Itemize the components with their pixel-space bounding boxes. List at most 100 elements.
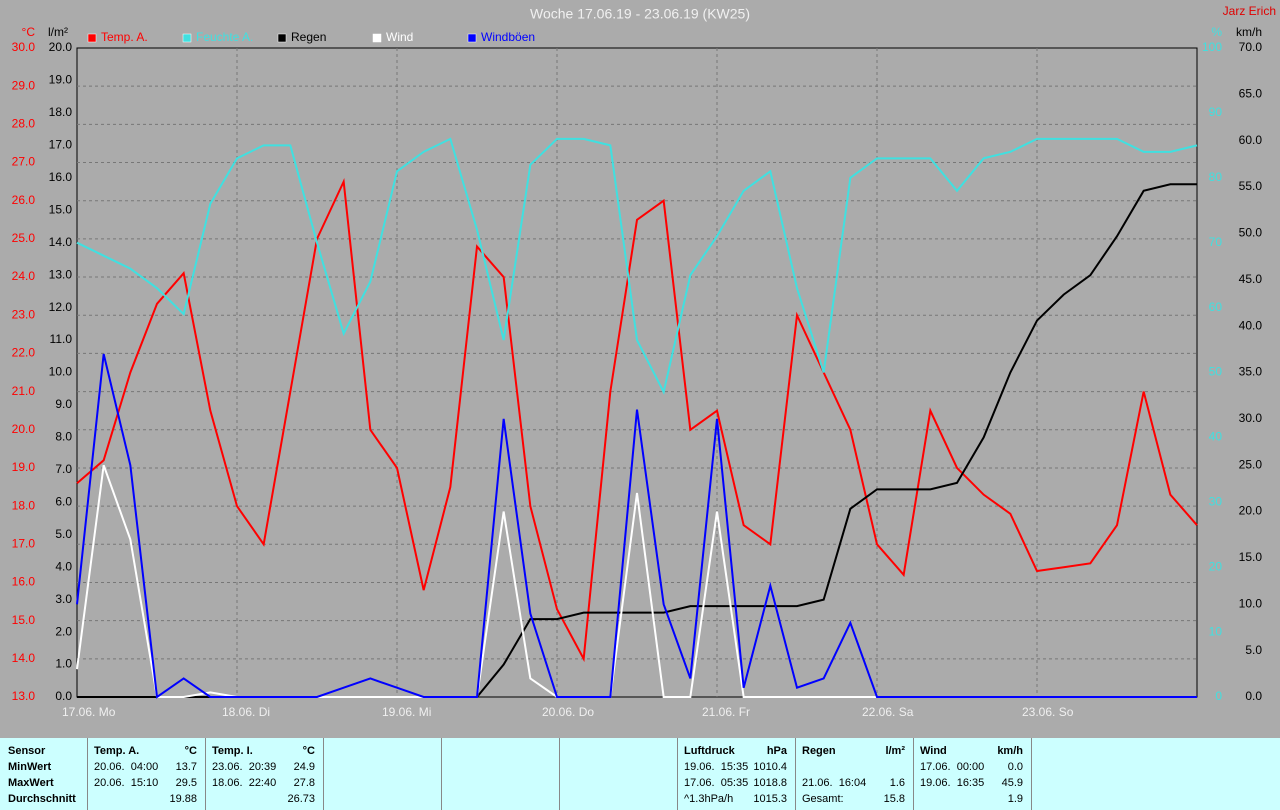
y-tick-label: 15.0 bbox=[49, 202, 73, 216]
y-tick-label: 5.0 bbox=[55, 527, 72, 541]
cell-value: 1.6 bbox=[889, 777, 905, 789]
cell-time: 20.06. 04:00 bbox=[94, 761, 159, 773]
axis-unit: l/m² bbox=[48, 25, 68, 39]
cell-value: 45.9 bbox=[1001, 777, 1023, 789]
legend-swatch bbox=[277, 33, 287, 43]
legend-label: Regen bbox=[291, 30, 326, 44]
group-name: Wind bbox=[920, 745, 947, 757]
table-separator bbox=[913, 738, 914, 810]
y-tick-label: 35.0 bbox=[1239, 365, 1263, 379]
x-tick-label: 20.06. Do bbox=[542, 705, 594, 719]
table-separator bbox=[87, 738, 88, 810]
row-label: Durchschnitt bbox=[8, 793, 76, 805]
cell-value: 1018.8 bbox=[753, 777, 787, 789]
series-line bbox=[76, 137, 1198, 395]
x-tick-label: 22.06. Sa bbox=[862, 705, 914, 719]
y-tick-label: 7.0 bbox=[55, 462, 72, 476]
y-tick-label: 14.0 bbox=[49, 235, 73, 249]
cell-value: 13.7 bbox=[175, 761, 197, 773]
y-tick-label: 0.0 bbox=[1245, 689, 1262, 703]
y-tick-label: 8.0 bbox=[55, 430, 72, 444]
cell-time: 17.06. 05:35 bbox=[684, 777, 749, 789]
table-separator bbox=[1031, 738, 1032, 810]
cell-value: 15.8 bbox=[883, 793, 905, 805]
table-separator bbox=[323, 738, 324, 810]
cell-value: 1015.3 bbox=[753, 793, 787, 805]
y-tick-label: 6.0 bbox=[55, 494, 72, 508]
cell-time: 17.06. 00:00 bbox=[920, 761, 985, 773]
table-separator bbox=[677, 738, 678, 810]
y-tick-label: 70 bbox=[1209, 235, 1223, 249]
group-name: Temp. I. bbox=[212, 745, 253, 757]
chart-title: Woche 17.06.19 - 23.06.19 (KW25) bbox=[530, 6, 750, 22]
y-tick-label: 60.0 bbox=[1239, 133, 1263, 147]
y-tick-label: 80 bbox=[1209, 170, 1223, 184]
cell-time: 21.06. 16:04 bbox=[802, 777, 867, 789]
x-tick-label: 18.06. Di bbox=[222, 705, 270, 719]
y-tick-label: 3.0 bbox=[55, 592, 72, 606]
cell-time: ^1.3hPa/h bbox=[684, 793, 734, 805]
y-tick-label: 10 bbox=[1209, 624, 1223, 638]
cell-time: 23.06. 20:39 bbox=[212, 761, 277, 773]
group-unit: °C bbox=[302, 745, 315, 757]
y-tick-label: 12.0 bbox=[49, 300, 73, 314]
axis-unit: °C bbox=[22, 25, 36, 39]
axis-unit: % bbox=[1211, 25, 1222, 39]
cell-value: 24.9 bbox=[293, 761, 315, 773]
y-tick-label: 50 bbox=[1209, 365, 1223, 379]
y-tick-label: 90 bbox=[1209, 105, 1223, 119]
y-tick-label: 15.0 bbox=[1239, 550, 1263, 564]
group-unit: l/m² bbox=[885, 745, 905, 757]
y-tick-label: 18.0 bbox=[49, 105, 73, 119]
cell-value: 27.8 bbox=[293, 777, 315, 789]
y-tick-label: 65.0 bbox=[1239, 87, 1263, 101]
table-corner: Sensor bbox=[8, 745, 46, 757]
y-tick-label: 70.0 bbox=[1239, 40, 1263, 54]
y-tick-label: 20.0 bbox=[12, 422, 36, 436]
y-tick-label: 19.0 bbox=[12, 460, 36, 474]
group-name: Temp. A. bbox=[94, 745, 140, 757]
y-tick-label: 30.0 bbox=[12, 40, 36, 54]
y-tick-label: 10.0 bbox=[49, 365, 73, 379]
stats-table: Sensor MinWert MaxWert Durchschnitt Temp. A.… bbox=[0, 738, 1280, 810]
legend-swatch bbox=[467, 33, 477, 43]
group-name: Luftdruck bbox=[684, 745, 735, 757]
cell-value: 1.9 bbox=[1007, 793, 1023, 805]
table-separator bbox=[205, 738, 206, 810]
y-tick-label: 13.0 bbox=[49, 267, 73, 281]
y-tick-label: 17.0 bbox=[12, 536, 36, 550]
y-tick-label: 20.0 bbox=[1239, 504, 1263, 518]
axis-unit: km/h bbox=[1236, 25, 1262, 39]
row-label: MinWert bbox=[8, 761, 52, 773]
series-line bbox=[76, 353, 1197, 699]
y-tick-label: 11.0 bbox=[50, 332, 73, 346]
y-tick-label: 50.0 bbox=[1239, 226, 1263, 240]
group-unit: hPa bbox=[766, 745, 787, 757]
cell-time: 19.06. 15:35 bbox=[684, 761, 749, 773]
y-tick-label: 0.0 bbox=[55, 689, 72, 703]
y-tick-label: 28.0 bbox=[12, 117, 36, 131]
y-tick-label: 100 bbox=[1202, 40, 1222, 54]
y-tick-label: 27.0 bbox=[12, 155, 36, 169]
cell-value: 26.73 bbox=[287, 793, 315, 805]
legend-swatch bbox=[182, 33, 192, 43]
cell-time: Gesamt: bbox=[802, 793, 844, 805]
y-tick-label: 24.0 bbox=[12, 269, 36, 283]
y-tick-label: 16.0 bbox=[49, 170, 73, 184]
chart: Woche 17.06.19 - 23.06.19 (KW25) Jarz Er… bbox=[12, 4, 1276, 719]
y-tick-label: 26.0 bbox=[12, 193, 36, 207]
y-tick-label: 13.0 bbox=[12, 689, 36, 703]
legend-label: Feuchte A. bbox=[196, 30, 253, 44]
y-tick-label: 10.0 bbox=[1239, 596, 1263, 610]
y-tick-label: 14.0 bbox=[12, 651, 36, 665]
x-tick-label: 21.06. Fr bbox=[702, 705, 750, 719]
y-tick-label: 22.0 bbox=[12, 346, 36, 360]
cell-value: 1010.4 bbox=[753, 761, 787, 773]
cell-value: 0.0 bbox=[1007, 761, 1023, 773]
y-tick-label: 40.0 bbox=[1239, 318, 1263, 332]
cell-time: 18.06. 22:40 bbox=[212, 777, 277, 789]
y-tick-label: 15.0 bbox=[12, 613, 36, 627]
y-tick-label: 1.0 bbox=[55, 657, 72, 671]
y-tick-label: 9.0 bbox=[55, 397, 72, 411]
